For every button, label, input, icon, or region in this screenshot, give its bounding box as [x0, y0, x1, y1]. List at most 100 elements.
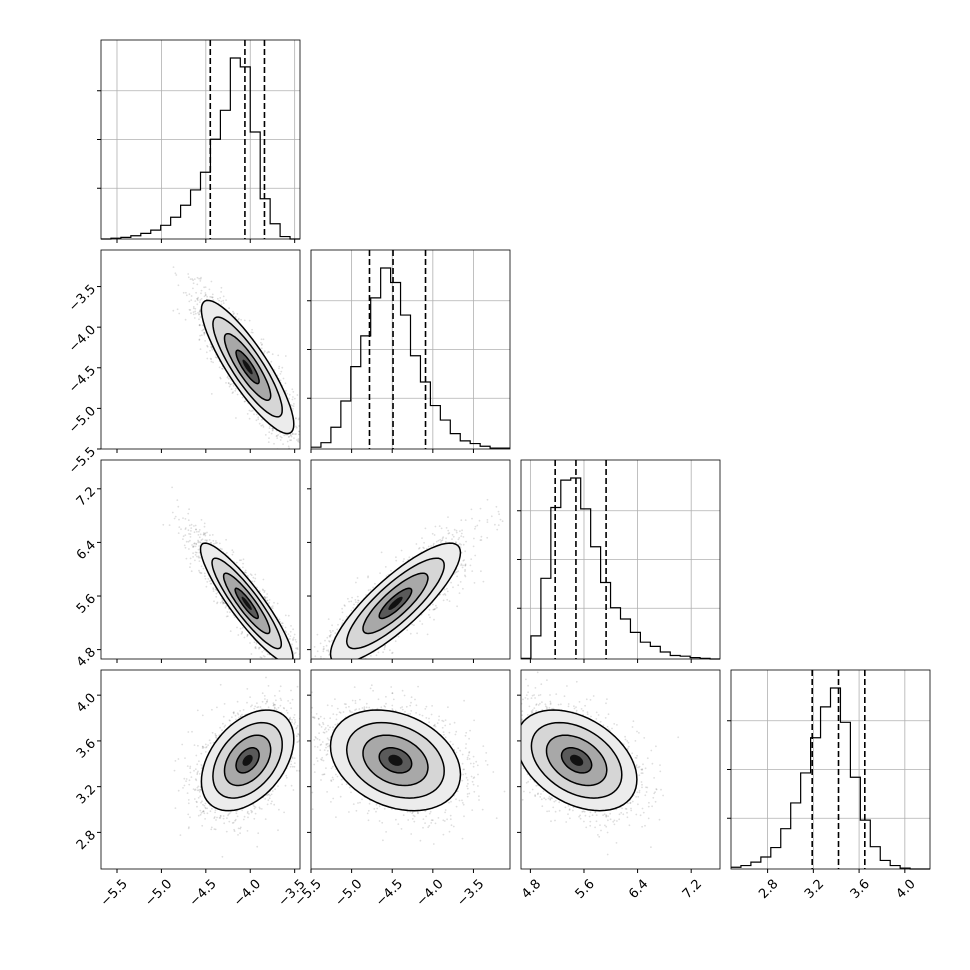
scatter-point [199, 572, 202, 574]
scatter-point [192, 552, 195, 555]
scatter-point [204, 534, 207, 537]
scatter-point [221, 600, 224, 603]
scatter-point [195, 291, 198, 294]
scatter-point [263, 352, 265, 354]
scatter-point [263, 655, 266, 658]
scatter-point [197, 296, 200, 299]
scatter-point [238, 317, 240, 320]
scatter-point [294, 638, 297, 641]
scatter-point [278, 618, 281, 621]
scatter-point [289, 630, 292, 633]
scatter-point [278, 367, 280, 370]
scatter-point [280, 436, 283, 439]
scatter-point [253, 413, 255, 416]
scatter-point [273, 660, 275, 662]
scatter-point [193, 525, 195, 527]
scatter-point [183, 544, 186, 547]
scatter-point [285, 666, 287, 668]
scatter-point [189, 566, 191, 568]
scatter-point [313, 429, 315, 431]
scatter-point [222, 302, 225, 304]
scatter-point [287, 614, 290, 617]
scatter-point [268, 431, 271, 434]
scatter-point [260, 347, 263, 350]
scatter-point [276, 437, 279, 439]
scatter-point [192, 545, 194, 548]
scatter-point [195, 543, 198, 546]
scatter-point [270, 360, 273, 363]
scatter-point [266, 593, 269, 595]
scatter-point [296, 648, 299, 650]
scatter-point [288, 454, 290, 456]
scatter-point [232, 310, 234, 313]
scatter-point [293, 437, 295, 439]
scatter-point [233, 312, 235, 315]
scatter-point [215, 595, 218, 598]
scatter-point [199, 280, 202, 282]
scatter-point [222, 601, 225, 604]
scatter-point [264, 596, 267, 599]
scatter-point [193, 531, 196, 534]
scatter-point [200, 289, 203, 292]
scatter-point [288, 664, 290, 666]
scatter-point [271, 353, 274, 356]
density-fill [242, 359, 253, 375]
scatter-point [286, 666, 288, 668]
scatter-point [203, 572, 206, 575]
scatter-point [189, 309, 192, 311]
scatter-point [227, 382, 230, 384]
scatter-point [171, 511, 174, 514]
scatter-point [206, 345, 209, 348]
scatter-point [204, 292, 207, 294]
scatter-point [219, 376, 222, 379]
scatter-point [195, 528, 197, 531]
scatter-point [302, 679, 304, 681]
scatter-point [196, 530, 198, 533]
scatter-point [194, 300, 197, 302]
scatter-point [206, 581, 209, 583]
scatter-point [192, 307, 195, 310]
scatter-point [299, 667, 301, 669]
scatter-point [254, 646, 257, 649]
scatter-point [286, 662, 288, 664]
scatter-point [197, 541, 200, 544]
scatter-point [177, 505, 180, 508]
scatter-point [193, 317, 196, 319]
scatter-point [266, 667, 268, 669]
scatter-point [204, 340, 207, 342]
scatter-point [242, 626, 244, 629]
scatter-point [187, 519, 190, 522]
scatter-point [292, 408, 294, 410]
scatter-point [199, 324, 201, 327]
scatter-point [260, 424, 263, 427]
scatter-point [187, 273, 190, 275]
scatter-point [187, 512, 190, 515]
scatter-point [235, 561, 238, 564]
scatter-point [200, 519, 203, 521]
scatter-point [261, 343, 263, 346]
scatter-point [255, 642, 258, 645]
scatter-point [289, 638, 291, 640]
scatter-point [198, 324, 201, 327]
scatter-point [194, 312, 197, 315]
scatter-point [302, 438, 304, 440]
scatter-point [289, 665, 291, 667]
scatter-point [200, 572, 203, 574]
scatter-point [292, 659, 294, 661]
scatter-point [203, 331, 205, 334]
scatter-point [251, 331, 254, 334]
scatter-point [257, 418, 260, 421]
scatter-point [225, 299, 228, 301]
scatter-point [172, 266, 175, 268]
scatter-point [229, 611, 231, 614]
scatter-point [249, 642, 251, 644]
scatter-point [285, 389, 287, 392]
scatter-point [209, 349, 211, 352]
scatter-point [316, 681, 318, 683]
scatter-point [260, 344, 263, 346]
scatter-point [288, 397, 290, 400]
scatter-point [189, 533, 192, 535]
scatter-point [286, 440, 289, 443]
scatter-point [216, 602, 218, 605]
